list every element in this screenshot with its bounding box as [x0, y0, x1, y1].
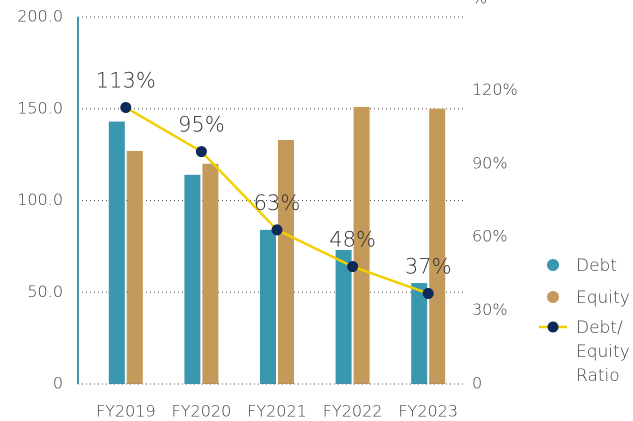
bar — [108, 121, 125, 384]
bar — [126, 150, 143, 384]
y-tick-label: 100.0 — [17, 190, 63, 209]
y2-axis-label: % — [472, 0, 487, 8]
ratio-marker — [120, 102, 132, 114]
bar — [278, 139, 294, 384]
y-tick-label: 0 — [53, 374, 63, 393]
legend-label: Debt — [576, 256, 618, 276]
ratio-marker — [271, 224, 283, 236]
legend-swatch — [547, 321, 559, 333]
bar — [260, 229, 276, 384]
y2-tick-label: 90% — [472, 153, 508, 172]
data-label: 95% — [178, 113, 225, 137]
x-tick-label: FY2019 — [96, 402, 156, 421]
bar — [184, 174, 201, 384]
data-label: 48% — [329, 228, 376, 252]
ratio-marker — [347, 261, 359, 273]
x-tick-label: FY2021 — [247, 402, 307, 421]
data-label: 63% — [254, 191, 301, 215]
y2-tick-label: 60% — [472, 227, 508, 246]
y-tick-label: 50.0 — [27, 282, 63, 301]
legend-swatch — [547, 259, 559, 271]
y-tick-label: 150.0 — [17, 98, 63, 117]
legend-label: Debt/ Equity Ratio — [576, 318, 630, 386]
legend-label: Equity — [576, 288, 630, 308]
bar — [411, 283, 428, 384]
x-tick-label: FY2022 — [323, 402, 383, 421]
bar — [353, 106, 370, 384]
x-tick-label: FY2023 — [398, 402, 458, 421]
y-tick-label: 200.0 — [17, 7, 63, 26]
ratio-marker — [422, 287, 434, 299]
ratio-marker — [195, 146, 207, 158]
x-tick-label: FY2020 — [172, 402, 232, 421]
bar — [202, 163, 219, 384]
data-label: 113% — [96, 69, 156, 93]
data-label: 37% — [405, 254, 452, 278]
bar — [429, 108, 446, 384]
y2-tick-label: 0 — [472, 374, 482, 393]
y2-tick-label: 30% — [472, 300, 508, 319]
legend-swatch — [547, 291, 559, 303]
bar — [335, 250, 352, 384]
y2-tick-label: 120% — [472, 80, 518, 99]
